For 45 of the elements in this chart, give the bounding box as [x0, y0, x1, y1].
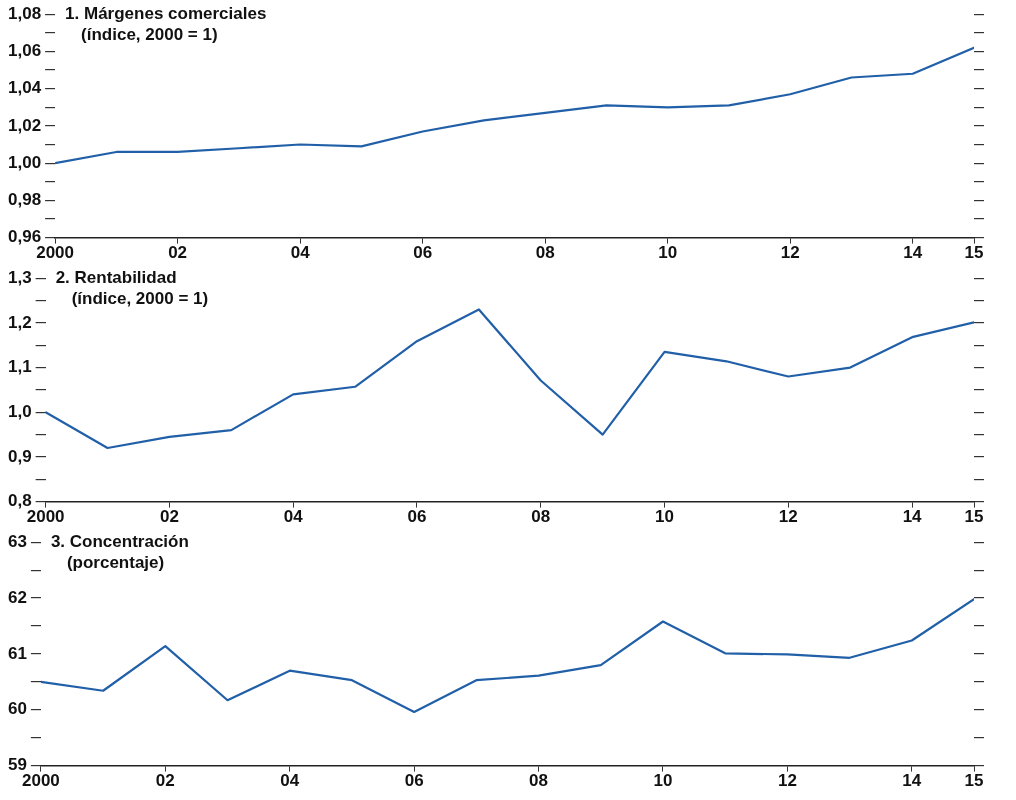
- x-tick-label: 14: [902, 507, 923, 527]
- y-tick-label: 1,08: [7, 3, 42, 23]
- text: (índice, 2000 = 1): [81, 24, 218, 44]
- chart-title: 3. Concentración: [50, 531, 189, 551]
- y-tick-label: 1,02: [7, 115, 42, 135]
- text: (porcentaje): [66, 552, 165, 572]
- x-tick-label: 06: [404, 771, 424, 791]
- y-tick-label: 1,2: [7, 312, 32, 332]
- y-tick-label: 1,06: [7, 41, 42, 61]
- x-tick-label: 06: [407, 507, 427, 527]
- x-tick-label: 02: [168, 243, 188, 263]
- x-tick-label: 10: [658, 243, 678, 263]
- x-tick-label: 04: [280, 771, 300, 791]
- x-tick-label: 10: [655, 507, 675, 527]
- x-tick-label: 08: [531, 507, 551, 527]
- x-tick-label: 12: [780, 243, 800, 263]
- x-tick-label: 04: [290, 243, 311, 263]
- y-tick-label: 0,98: [7, 190, 42, 210]
- y-tick-label: 1,0: [7, 401, 32, 421]
- chart-title: 1. Márgenes comerciales: [65, 3, 267, 23]
- x-tick-label: 02: [159, 507, 179, 527]
- x-tick-label: 15: [964, 243, 984, 263]
- x-tick-label: 08: [529, 771, 549, 791]
- y-tick-label: 62: [7, 587, 27, 607]
- x-tick-label: 15: [964, 771, 984, 791]
- y-tick-label: 1,04: [7, 78, 42, 98]
- chart-title: 2. Rentabilidad: [55, 267, 177, 287]
- y-tick-label: 1,1: [7, 357, 32, 377]
- x-tick-label: 14: [903, 243, 923, 263]
- y-tick-label: 1,00: [7, 152, 42, 172]
- x-tick-label: 04: [283, 507, 304, 527]
- y-tick-label: 61: [7, 643, 27, 663]
- y-tick-label: 60: [7, 699, 27, 719]
- x-tick-label: 12: [778, 507, 798, 527]
- x-tick-label: 08: [535, 243, 555, 263]
- x-tick-label: 10: [653, 771, 673, 791]
- x-tick-label: 02: [155, 771, 175, 791]
- x-tick-label: 14: [902, 771, 922, 791]
- text: (índice, 2000 = 1): [71, 288, 209, 308]
- x-tick-label: 12: [777, 771, 797, 791]
- x-tick-label: 15: [964, 507, 984, 527]
- x-tick-label: 06: [413, 243, 433, 263]
- y-tick-label: 63: [7, 531, 27, 551]
- y-tick-label: 0,9: [7, 446, 32, 466]
- y-tick-label: 1,3: [7, 267, 32, 287]
